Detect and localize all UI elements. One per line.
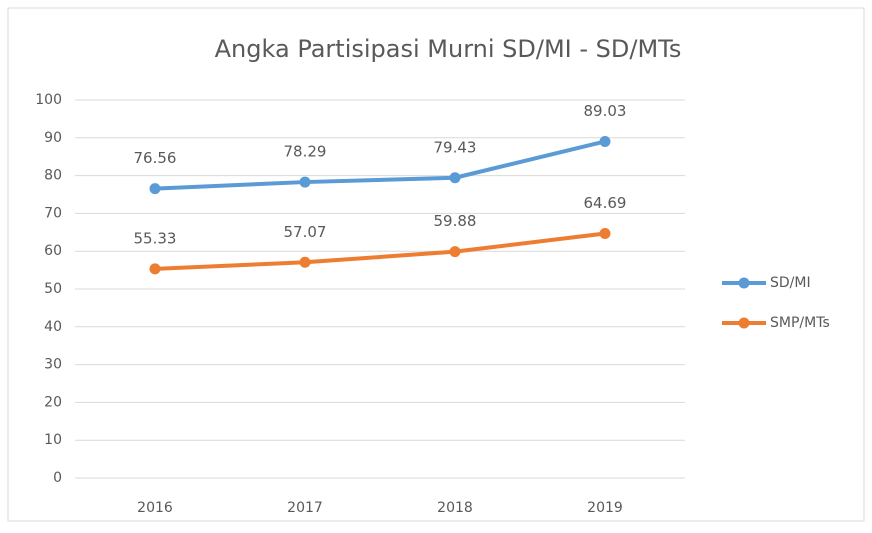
y-tick-label: 10 bbox=[44, 432, 62, 448]
y-tick-label: 40 bbox=[44, 319, 62, 335]
data-label: 59.88 bbox=[434, 212, 477, 230]
y-tick-label: 50 bbox=[44, 281, 62, 297]
data-label: 64.69 bbox=[584, 194, 627, 212]
data-label: 57.07 bbox=[284, 223, 327, 241]
data-point bbox=[149, 263, 161, 275]
y-tick-label: 0 bbox=[53, 470, 62, 486]
data-point bbox=[149, 183, 161, 195]
x-tick-label: 2017 bbox=[287, 500, 323, 516]
data-point bbox=[449, 246, 461, 258]
y-tick-label: 70 bbox=[44, 205, 62, 221]
series-line bbox=[153, 139, 607, 191]
data-label: 76.56 bbox=[134, 149, 177, 167]
y-tick-label: 90 bbox=[44, 130, 62, 146]
series-line bbox=[153, 231, 607, 271]
x-tick-label: 2018 bbox=[437, 500, 473, 516]
data-point bbox=[449, 172, 461, 184]
data-point bbox=[599, 135, 611, 147]
y-tick-label: 30 bbox=[44, 357, 62, 373]
legend-marker bbox=[738, 277, 750, 289]
legend-label: SD/MI bbox=[770, 275, 811, 291]
legend-label: SMP/MTs bbox=[770, 315, 830, 331]
data-label: 79.43 bbox=[434, 138, 477, 156]
data-label: 78.29 bbox=[284, 143, 327, 161]
data-point bbox=[299, 256, 311, 268]
data-label: 55.33 bbox=[134, 229, 177, 247]
data-label: 89.03 bbox=[584, 102, 627, 120]
x-tick-label: 2019 bbox=[587, 500, 623, 516]
data-point bbox=[299, 176, 311, 188]
y-tick-label: 100 bbox=[35, 92, 62, 108]
x-tick-label: 2016 bbox=[137, 500, 173, 516]
chart-border bbox=[7, 7, 865, 522]
legend-marker bbox=[738, 317, 750, 329]
data-point bbox=[599, 227, 611, 239]
y-tick-label: 20 bbox=[44, 394, 62, 410]
y-tick-label: 60 bbox=[44, 243, 62, 259]
y-tick-label: 80 bbox=[44, 168, 62, 184]
chart-title: Angka Partisipasi Murni SD/MI - SD/MTs bbox=[215, 35, 682, 63]
